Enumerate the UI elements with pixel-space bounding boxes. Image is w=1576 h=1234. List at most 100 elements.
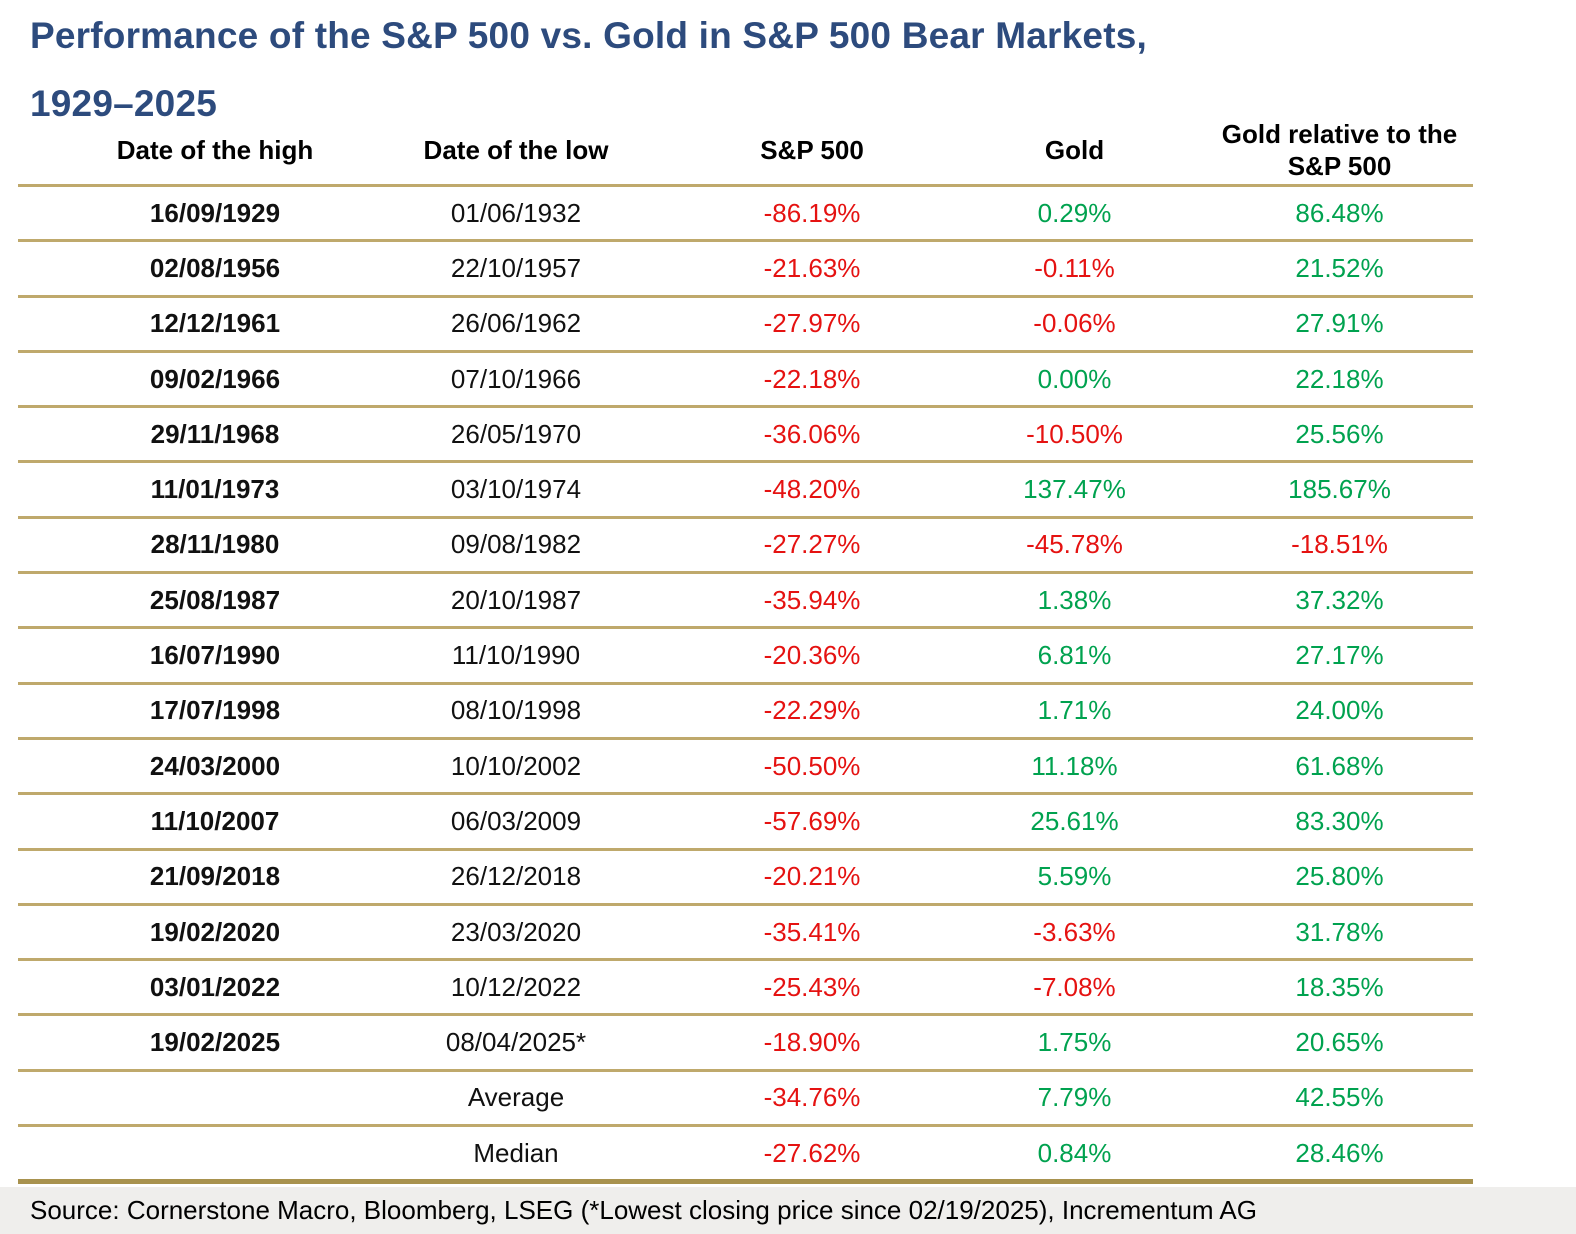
cell-gold: -7.08%	[943, 959, 1206, 1017]
cell-date-low: 08/10/1998	[368, 683, 664, 740]
cell-gold: 7.79%	[943, 1070, 1206, 1128]
table-row: 11/10/2007 06/03/2009 -57.69% 25.61% 83.30%	[18, 793, 1473, 851]
cell-date-low: 10/10/2002	[368, 738, 664, 796]
cell-date-high: 12/12/1961	[18, 296, 368, 353]
cell-gold-relative: 28.46%	[1206, 1125, 1473, 1185]
cell-date-high: 21/09/2018	[18, 849, 368, 906]
cell-gold-relative: 25.80%	[1206, 849, 1473, 906]
cell-empty	[18, 1125, 368, 1185]
cell-date-low: 10/12/2022	[368, 959, 664, 1017]
cell-gold: 0.84%	[943, 1125, 1206, 1185]
page-title: Performance of the S&P 500 vs. Gold in S…	[30, 2, 1147, 138]
cell-sp500: -50.50%	[664, 738, 943, 796]
cell-date-low: 06/03/2009	[368, 793, 664, 851]
table-row: 19/02/2020 23/03/2020 -35.41% -3.63% 31.78%	[18, 904, 1473, 962]
table-row: 25/08/1987 20/10/1987 -35.94% 1.38% 37.32%	[18, 572, 1473, 630]
cell-date-high: 03/01/2022	[18, 959, 368, 1017]
title-line-1: Performance of the S&P 500 vs. Gold in S…	[30, 15, 1147, 56]
cell-date-high: 24/03/2000	[18, 738, 368, 796]
cell-gold: 1.71%	[943, 683, 1206, 740]
summary-row: Median -27.62% 0.84% 28.46%	[18, 1125, 1473, 1185]
cell-gold-relative: 20.65%	[1206, 1014, 1473, 1072]
cell-date-high: 29/11/1968	[18, 406, 368, 464]
cell-date-high: 19/02/2020	[18, 904, 368, 962]
table-row: 11/01/1973 03/10/1974 -48.20% 137.47% 185.67…	[18, 461, 1473, 519]
table-row: 12/12/1961 26/06/1962 -27.97% -0.06% 27.91%	[18, 296, 1473, 353]
cell-gold-relative: 25.56%	[1206, 406, 1473, 464]
table-row: 21/09/2018 26/12/2018 -20.21% 5.59% 25.80%	[18, 849, 1473, 906]
cell-date-high: 09/02/1966	[18, 351, 368, 409]
cell-gold-relative: 61.68%	[1206, 738, 1473, 796]
cell-gold: 0.00%	[943, 351, 1206, 409]
cell-gold: -0.06%	[943, 296, 1206, 353]
cell-date-high: 11/01/1973	[18, 461, 368, 519]
cell-sp500: -27.27%	[664, 517, 943, 575]
cell-date-low: 07/10/1966	[368, 351, 664, 409]
cell-gold: 11.18%	[943, 738, 1206, 796]
table-row: 17/07/1998 08/10/1998 -22.29% 1.71% 24.00%	[18, 683, 1473, 740]
cell-date-high: 19/02/2025	[18, 1014, 368, 1072]
cell-date-low: 26/05/1970	[368, 406, 664, 464]
cell-gold-relative: -18.51%	[1206, 517, 1473, 575]
cell-gold-relative: 24.00%	[1206, 683, 1473, 740]
cell-gold: -3.63%	[943, 904, 1206, 962]
cell-date-low: 01/06/1932	[368, 185, 664, 243]
cell-gold: 5.59%	[943, 849, 1206, 906]
col-header-date-high: Date of the high	[18, 118, 368, 187]
cell-date-low: 23/03/2020	[368, 904, 664, 962]
cell-date-low: 20/10/1987	[368, 572, 664, 630]
cell-gold-relative: 21.52%	[1206, 240, 1473, 298]
source-footer: Source: Cornerstone Macro, Bloomberg, LS…	[0, 1187, 1576, 1234]
cell-sp500: -20.36%	[664, 627, 943, 685]
cell-sp500: -27.97%	[664, 296, 943, 353]
cell-date-low: 26/12/2018	[368, 849, 664, 906]
cell-sp500: -57.69%	[664, 793, 943, 851]
cell-gold-relative: 185.67%	[1206, 461, 1473, 519]
cell-sp500: -20.21%	[664, 849, 943, 906]
cell-sp500: -27.62%	[664, 1125, 943, 1185]
cell-sp500: -34.76%	[664, 1070, 943, 1128]
table-row: 03/01/2022 10/12/2022 -25.43% -7.08% 18.35%	[18, 959, 1473, 1017]
col-header-gold-relative: Gold relative to the S&P 500	[1206, 118, 1473, 187]
cell-gold-relative: 27.17%	[1206, 627, 1473, 685]
cell-gold: 1.75%	[943, 1014, 1206, 1072]
cell-gold-relative: 31.78%	[1206, 904, 1473, 962]
cell-date-low: 03/10/1974	[368, 461, 664, 519]
cell-date-high: 17/07/1998	[18, 683, 368, 740]
cell-date-high: 28/11/1980	[18, 517, 368, 575]
header-row: Date of the high Date of the low S&P 500…	[18, 118, 1473, 187]
title-line-2: 1929–2025	[30, 83, 217, 124]
cell-sp500: -35.41%	[664, 904, 943, 962]
cell-date-low: 08/04/2025*	[368, 1014, 664, 1072]
cell-sp500: -48.20%	[664, 461, 943, 519]
cell-gold-relative: 86.48%	[1206, 185, 1473, 243]
cell-date-low: 09/08/1982	[368, 517, 664, 575]
cell-sp500: -36.06%	[664, 406, 943, 464]
table-row: 29/11/1968 26/05/1970 -36.06% -10.50% 25.56%	[18, 406, 1473, 464]
cell-gold-relative: 42.55%	[1206, 1070, 1473, 1128]
table-row: 02/08/1956 22/10/1957 -21.63% -0.11% 21.52%	[18, 240, 1473, 298]
table-row: 24/03/2000 10/10/2002 -50.50% 11.18% 61.68%	[18, 738, 1473, 796]
cell-gold-relative: 27.91%	[1206, 296, 1473, 353]
table-row: 28/11/1980 09/08/1982 -27.27% -45.78% -18.51…	[18, 517, 1473, 575]
summary-row: Average -34.76% 7.79% 42.55%	[18, 1070, 1473, 1128]
cell-gold: 25.61%	[943, 793, 1206, 851]
col-header-gold: Gold	[943, 118, 1206, 187]
cell-sp500: -25.43%	[664, 959, 943, 1017]
cell-gold-relative: 18.35%	[1206, 959, 1473, 1017]
cell-empty	[18, 1070, 368, 1128]
performance-table: Date of the high Date of the low S&P 500…	[18, 118, 1473, 1185]
cell-gold: 1.38%	[943, 572, 1206, 630]
cell-sp500: -18.90%	[664, 1014, 943, 1072]
cell-gold: 6.81%	[943, 627, 1206, 685]
cell-gold: 0.29%	[943, 185, 1206, 243]
source-note: Source: Cornerstone Macro, Bloomberg, LS…	[30, 1195, 1257, 1225]
cell-gold: 137.47%	[943, 461, 1206, 519]
cell-summary-label: Average	[368, 1070, 664, 1128]
cell-gold: -10.50%	[943, 406, 1206, 464]
cell-gold-relative: 83.30%	[1206, 793, 1473, 851]
cell-summary-label: Median	[368, 1125, 664, 1185]
col-header-sp500: S&P 500	[664, 118, 943, 187]
cell-date-high: 11/10/2007	[18, 793, 368, 851]
cell-date-high: 25/08/1987	[18, 572, 368, 630]
